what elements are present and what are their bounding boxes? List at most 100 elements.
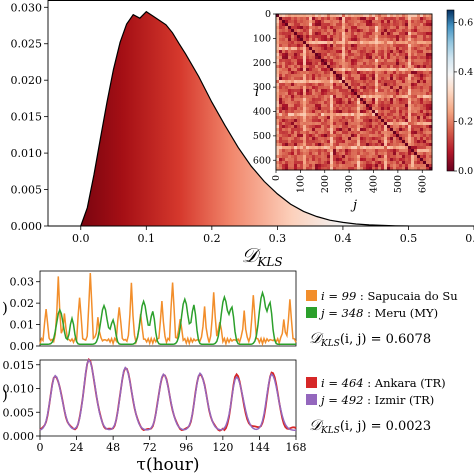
heatmap-cell <box>282 152 286 156</box>
heatmap-cell <box>330 155 334 159</box>
heatmap-cell <box>336 161 340 165</box>
heatmap-cell <box>357 110 361 114</box>
heatmap-cell <box>315 125 319 129</box>
heatmap-cell <box>390 134 394 138</box>
heatmap-cell <box>417 119 421 123</box>
heatmap-cell <box>369 50 373 54</box>
heatmap-cell <box>276 14 280 18</box>
heatmap-cell <box>276 29 280 33</box>
heatmap-cell <box>378 20 382 24</box>
heatmap-cell <box>324 32 328 36</box>
heatmap-cell <box>324 161 328 165</box>
heatmap-cell <box>414 116 418 120</box>
heatmap-cell <box>297 107 301 111</box>
heatmap-cell <box>426 137 430 141</box>
heatmap-cell <box>366 26 370 30</box>
heatmap-cell <box>294 131 298 135</box>
heatmap-cell <box>276 128 280 132</box>
heatmap-cell <box>399 32 403 36</box>
heatmap-cell <box>393 119 397 123</box>
heatmap-cell <box>405 128 409 132</box>
heatmap-cell <box>357 134 361 138</box>
heatmap-cell <box>348 62 352 66</box>
heatmap-cell <box>321 143 325 147</box>
heatmap-cell <box>303 116 307 120</box>
heatmap-cell <box>294 107 298 111</box>
heatmap-cell <box>333 65 337 69</box>
heatmap-cell <box>363 140 367 144</box>
heatmap-cell <box>354 110 358 114</box>
heatmap-cell <box>306 128 310 132</box>
heatmap-cell <box>363 59 367 63</box>
heatmap-cell <box>414 23 418 27</box>
heatmap-cell <box>306 53 310 57</box>
heatmap-cell <box>426 44 430 48</box>
heatmap-cell <box>384 71 388 75</box>
heatmap-cell <box>396 146 400 150</box>
heatmap-cell <box>429 29 433 33</box>
heatmap-cell <box>327 164 331 168</box>
heatmap-cell <box>327 92 331 96</box>
heatmap-cell <box>279 95 283 99</box>
heatmap-cell <box>363 50 367 54</box>
heatmap-cell <box>276 155 280 159</box>
heatmap-cell <box>348 110 352 114</box>
heatmap-cell <box>276 80 280 84</box>
heatmap-cell <box>294 68 298 72</box>
heatmap-cell <box>282 50 286 54</box>
heatmap-cell <box>402 71 406 75</box>
heatmap-cell <box>429 44 433 48</box>
heatmap-cell <box>393 44 397 48</box>
heatmap-cell <box>288 83 292 87</box>
heatmap-cell <box>279 116 283 120</box>
heatmap-cell <box>291 119 295 123</box>
heatmap-cell <box>402 107 406 111</box>
heatmap-cell <box>372 32 376 36</box>
heatmap-cell <box>423 44 427 48</box>
heatmap-cell <box>336 107 340 111</box>
heatmap-cell <box>282 116 286 120</box>
heatmap-cell <box>429 92 433 96</box>
heatmap-cell <box>417 104 421 108</box>
heatmap-cell <box>354 134 358 138</box>
heatmap-cell <box>405 17 409 21</box>
heatmap-cell <box>315 140 319 144</box>
heatmap-cell <box>345 41 349 45</box>
heatmap-cell <box>318 68 322 72</box>
heatmap-cell <box>363 119 367 123</box>
heatmap-cell <box>426 23 430 27</box>
heatmap-cell <box>366 167 370 171</box>
heatmap-cell <box>303 53 307 57</box>
heatmap-cell <box>351 119 355 123</box>
heatmap-cell <box>426 26 430 30</box>
heatmap-cell <box>378 137 382 141</box>
heatmap-cell <box>378 68 382 72</box>
heatmap-cell <box>357 74 361 78</box>
heatmap-cell <box>369 146 373 150</box>
heatmap-cell <box>306 23 310 27</box>
heatmap-cell <box>351 83 355 87</box>
heatmap-cell <box>363 68 367 72</box>
heatmap-cell <box>411 56 415 60</box>
heatmap-cell <box>375 29 379 33</box>
heatmap-cell <box>279 50 283 54</box>
heatmap-cell <box>420 125 424 129</box>
heatmap-cell <box>348 131 352 135</box>
heatmap-cell <box>402 119 406 123</box>
heatmap-cell <box>345 113 349 117</box>
heatmap-cell <box>297 167 301 171</box>
heatmap-cell <box>336 53 340 57</box>
heatmap-cell <box>372 134 376 138</box>
heatmap-cell <box>282 101 286 105</box>
heatmap-cell <box>351 47 355 51</box>
heatmap-cell <box>297 80 301 84</box>
heatmap-cell <box>375 140 379 144</box>
heatmap-cell <box>420 167 424 171</box>
heatmap-cell <box>327 158 331 162</box>
heatmap-cell <box>354 140 358 144</box>
heatmap-cell <box>306 161 310 165</box>
heatmap-cell <box>291 86 295 90</box>
heatmap-cell <box>330 134 334 138</box>
heatmap-cell <box>405 143 409 147</box>
